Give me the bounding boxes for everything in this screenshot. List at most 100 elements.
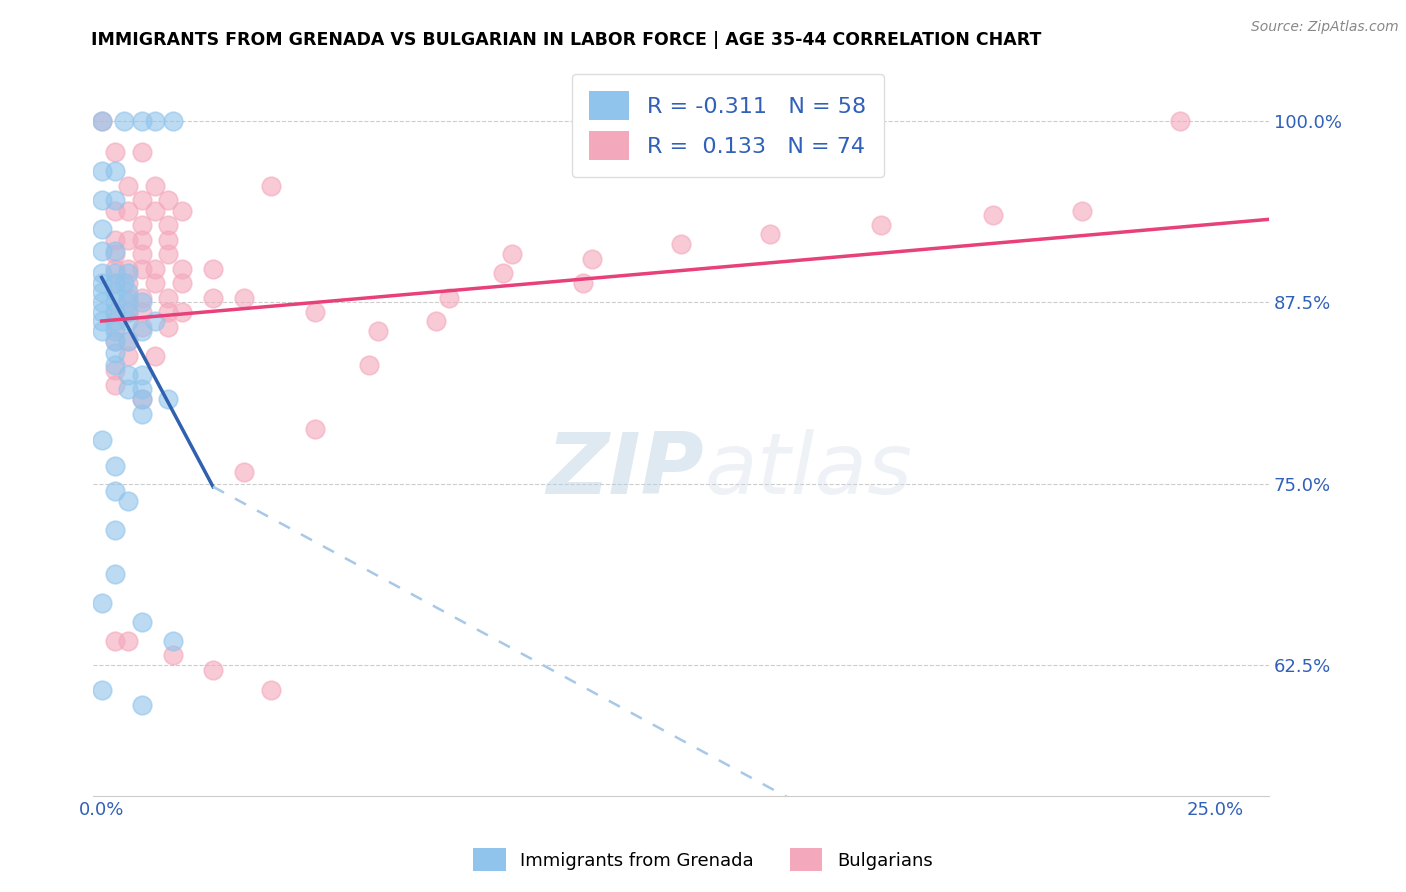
Point <box>162 648 184 663</box>
Point <box>143 203 166 218</box>
Point <box>104 324 127 338</box>
Point <box>201 663 224 677</box>
Point <box>112 113 135 128</box>
Point <box>501 247 523 261</box>
Point <box>104 285 127 299</box>
Point <box>117 291 139 305</box>
Point <box>131 407 153 421</box>
Point <box>131 382 153 396</box>
Point <box>117 233 139 247</box>
Text: IMMIGRANTS FROM GRENADA VS BULGARIAN IN LABOR FORCE | AGE 35-44 CORRELATION CHAR: IMMIGRANTS FROM GRENADA VS BULGARIAN IN … <box>91 31 1042 49</box>
Point <box>90 596 112 610</box>
Point <box>117 349 139 363</box>
Point <box>104 194 127 208</box>
Point <box>90 305 112 319</box>
Point <box>870 218 893 232</box>
Point <box>90 314 112 328</box>
Point <box>491 266 513 280</box>
Point <box>304 305 326 319</box>
Point <box>104 459 127 474</box>
Point <box>131 291 153 305</box>
Point <box>90 324 112 338</box>
Point <box>201 261 224 276</box>
Point <box>131 145 153 160</box>
Point <box>104 277 127 291</box>
Point <box>104 261 127 276</box>
Point <box>572 277 595 291</box>
Point <box>170 277 193 291</box>
Point <box>131 247 153 261</box>
Point <box>981 208 1004 222</box>
Point <box>117 277 139 291</box>
Point <box>117 261 139 276</box>
Point <box>759 227 782 241</box>
Point <box>104 305 127 319</box>
Point <box>104 203 127 218</box>
Point <box>104 334 127 349</box>
Point <box>104 295 127 310</box>
Point <box>117 314 139 328</box>
Point <box>425 314 447 328</box>
Point <box>104 244 127 259</box>
Point <box>104 145 127 160</box>
Point <box>104 305 127 319</box>
Point <box>104 277 127 291</box>
Point <box>233 291 256 305</box>
Point <box>131 324 153 338</box>
Point <box>669 237 692 252</box>
Point <box>117 368 139 382</box>
Point <box>170 305 193 319</box>
Point <box>131 295 153 310</box>
Point <box>90 266 112 280</box>
Point <box>104 266 127 280</box>
Point <box>260 683 283 698</box>
Text: atlas: atlas <box>704 429 912 512</box>
Point <box>162 113 184 128</box>
Point <box>90 113 112 128</box>
Point <box>131 392 153 407</box>
Point <box>117 305 139 319</box>
Point <box>117 633 139 648</box>
Point <box>131 218 153 232</box>
Point <box>157 194 180 208</box>
Point <box>117 285 139 299</box>
Point <box>90 164 112 178</box>
Point <box>117 334 139 349</box>
Point <box>104 334 127 349</box>
Point <box>143 113 166 128</box>
Point <box>437 291 460 305</box>
Legend: R = -0.311   N = 58, R =  0.133   N = 74: R = -0.311 N = 58, R = 0.133 N = 74 <box>572 74 884 178</box>
Point <box>131 261 153 276</box>
Text: Source: ZipAtlas.com: Source: ZipAtlas.com <box>1251 20 1399 34</box>
Point <box>117 494 139 508</box>
Point <box>90 285 112 299</box>
Point <box>581 252 603 266</box>
Point <box>117 203 139 218</box>
Point <box>233 465 256 479</box>
Text: ZIP: ZIP <box>547 429 704 512</box>
Point <box>157 291 180 305</box>
Point <box>104 363 127 377</box>
Point <box>170 261 193 276</box>
Point <box>131 698 153 712</box>
Point <box>131 319 153 334</box>
Point <box>104 314 127 328</box>
Point <box>260 178 283 193</box>
Point <box>157 247 180 261</box>
Point <box>117 178 139 193</box>
Point <box>104 164 127 178</box>
Point <box>131 305 153 319</box>
Point <box>201 291 224 305</box>
Point <box>104 247 127 261</box>
Point <box>304 421 326 435</box>
Point <box>162 633 184 648</box>
Point <box>104 523 127 537</box>
Point <box>104 566 127 581</box>
Point <box>131 392 153 407</box>
Point <box>104 378 127 392</box>
Point <box>104 319 127 334</box>
Point <box>104 233 127 247</box>
Point <box>131 615 153 629</box>
Point <box>90 113 112 128</box>
Point <box>143 178 166 193</box>
